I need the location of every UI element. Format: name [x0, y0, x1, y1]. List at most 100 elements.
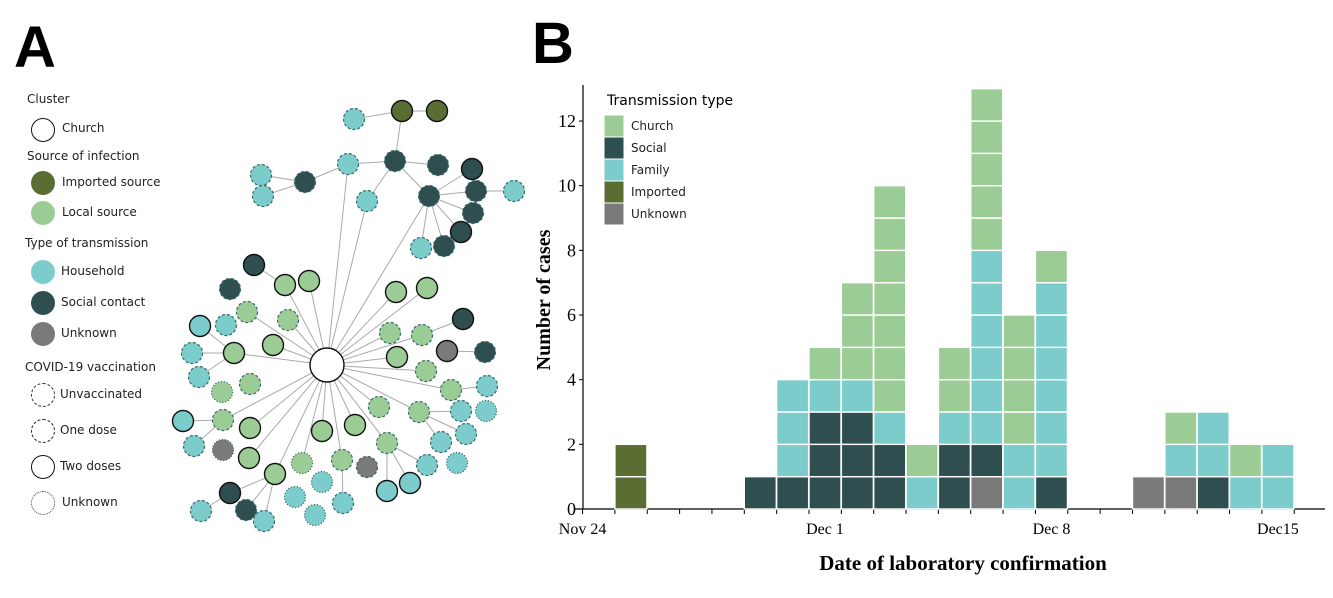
case-node	[218, 277, 242, 301]
case-node	[242, 253, 266, 277]
case-node	[218, 481, 242, 505]
church-cluster-node	[309, 347, 345, 383]
legend-label: Two doses	[60, 459, 122, 473]
bar-segment-social	[743, 475, 777, 510]
bar-segment-family	[1034, 378, 1069, 413]
legend-label: Imported source	[62, 175, 161, 189]
bar-segment-family	[1034, 346, 1069, 381]
case-node	[378, 321, 402, 345]
bar-segment-church	[1164, 411, 1198, 446]
bar-segment-family	[775, 378, 810, 413]
bar-segment-social	[1196, 475, 1230, 510]
case-node	[409, 236, 433, 260]
legend-label: Local source	[62, 205, 137, 219]
case-node	[473, 340, 497, 364]
bar-segment-social	[840, 443, 875, 478]
case-node	[449, 399, 473, 423]
legend-label: Unknown	[62, 495, 118, 509]
case-node	[417, 184, 441, 208]
case-node	[454, 422, 478, 446]
case-node	[375, 431, 399, 455]
legend-swatch-church	[31, 118, 55, 142]
case-node	[502, 179, 526, 203]
network-edge	[326, 200, 368, 366]
y-tick-label: 4	[567, 370, 576, 390]
case-node	[297, 269, 321, 293]
case-node	[343, 413, 367, 437]
case-node	[398, 471, 422, 495]
legend-heading-cluster: Cluster	[27, 92, 70, 106]
case-node	[375, 479, 399, 503]
case-node	[261, 333, 285, 357]
bar-segment-imported	[614, 443, 648, 478]
bar-segment-social	[808, 411, 842, 446]
network-edge	[326, 163, 349, 366]
legend-swatch-imported	[603, 180, 625, 204]
case-node	[429, 430, 453, 454]
case-node	[273, 273, 297, 297]
bar-segment-family	[970, 281, 1004, 316]
case-node	[251, 184, 275, 208]
case-node	[252, 509, 276, 533]
legend-label: Household	[61, 264, 125, 278]
x-axis-label: Date of laboratory confirmation	[819, 551, 1107, 575]
y-tick-label: 2	[567, 434, 576, 454]
case-node	[464, 179, 488, 203]
bar-segment-social	[1034, 475, 1069, 510]
bar-segment-church	[1002, 378, 1036, 413]
case-node	[293, 170, 317, 194]
case-node	[283, 485, 307, 509]
case-node	[211, 438, 235, 462]
legend-swatch-source	[31, 201, 55, 225]
bar-segment-church	[905, 443, 939, 478]
bar-segment-social	[937, 443, 972, 478]
bar-segment-family	[970, 411, 1004, 446]
bar-segment-unknown	[1164, 475, 1198, 510]
case-node	[310, 470, 334, 494]
legend-heading-transmission: Type of transmission	[25, 236, 149, 250]
case-node	[331, 491, 355, 515]
bar-segment-church	[1002, 346, 1036, 381]
bar-segment-family	[1002, 475, 1036, 510]
panel-label-b: B	[532, 11, 574, 76]
case-node	[439, 378, 463, 402]
bar-segment-church	[840, 346, 875, 381]
legend-swatch-vaccination	[31, 419, 55, 443]
case-node	[342, 107, 366, 131]
legend-label: Family	[631, 163, 670, 177]
case-node	[188, 314, 212, 338]
bar-segment-social	[840, 475, 875, 510]
bar-segment-church	[970, 120, 1004, 155]
bar-segment-family	[1002, 443, 1036, 478]
network-edge	[274, 364, 328, 475]
x-tick-label: Dec15	[1257, 521, 1299, 538]
network-edge	[326, 195, 430, 366]
bar-segment-social	[808, 475, 842, 510]
x-tick-label: Dec 1	[806, 521, 844, 538]
bar-segment-church	[970, 88, 1004, 122]
bar-segment-church	[1002, 411, 1036, 446]
case-node	[222, 341, 246, 365]
legend-swatch-transmission	[31, 260, 55, 284]
case-node	[336, 152, 360, 176]
legend-heading-vaccination: COVID-19 vaccination	[25, 360, 156, 374]
case-node	[435, 339, 459, 363]
legend-label: Unvaccinated	[60, 387, 143, 401]
legend-title: Transmission type	[606, 93, 733, 109]
x-tick-label: Dec 8	[1033, 521, 1071, 538]
case-node	[410, 323, 434, 347]
case-node	[238, 416, 262, 440]
bar-segment-church	[970, 217, 1004, 252]
legend-swatch-transmission	[31, 291, 55, 315]
case-node	[310, 419, 334, 443]
case-node	[355, 189, 379, 213]
bar-segment-social	[840, 411, 875, 446]
bar-segment-family	[905, 475, 939, 510]
case-node	[415, 276, 439, 300]
bar-segment-church	[970, 184, 1004, 219]
legend-label: Unknown	[631, 207, 687, 221]
case-node	[303, 503, 327, 527]
case-node	[425, 99, 449, 123]
case-node	[234, 498, 258, 522]
panel-label-a: A	[14, 15, 56, 80]
